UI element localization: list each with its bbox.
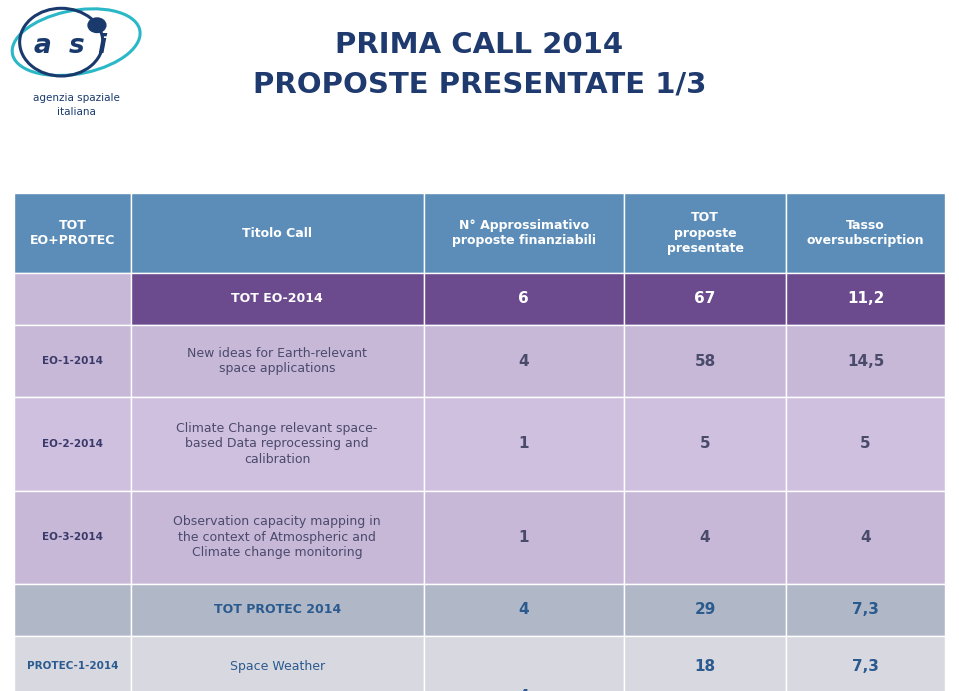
Text: TOT PROTEC 2014: TOT PROTEC 2014 (214, 603, 340, 616)
Bar (130, 584, 424, 636)
Text: Titolo Call: Titolo Call (243, 227, 313, 240)
Bar (130, 636, 424, 691)
Text: 7,3: 7,3 (853, 603, 879, 617)
Text: 4: 4 (519, 689, 529, 691)
Bar (623, 193, 786, 273)
Text: PROTEC-1-2014: PROTEC-1-2014 (27, 661, 118, 671)
Bar (623, 636, 786, 691)
Text: TOT
EO+PROTEC: TOT EO+PROTEC (30, 219, 115, 247)
Text: 7,3: 7,3 (853, 659, 879, 674)
Bar (14, 193, 130, 273)
Text: 1: 1 (519, 530, 529, 545)
Bar (424, 273, 623, 325)
Circle shape (88, 18, 105, 32)
Bar (623, 325, 786, 397)
Text: 29: 29 (694, 603, 715, 617)
Bar (130, 325, 424, 397)
Bar (786, 584, 945, 636)
Bar (786, 193, 945, 273)
Text: 67: 67 (694, 292, 715, 306)
Text: i: i (97, 32, 105, 59)
Bar (130, 491, 424, 584)
Bar (424, 491, 623, 584)
Bar (14, 397, 130, 491)
Bar (424, 636, 623, 691)
Bar (623, 397, 786, 491)
Text: EO-1-2014: EO-1-2014 (42, 356, 103, 366)
Bar (14, 325, 130, 397)
Text: Tasso
oversubscription: Tasso oversubscription (807, 219, 924, 247)
Bar (424, 325, 623, 397)
Text: PRIMA CALL 2014: PRIMA CALL 2014 (336, 31, 623, 59)
Text: 58: 58 (694, 354, 715, 368)
Text: 4: 4 (700, 530, 711, 545)
Text: 4: 4 (860, 530, 871, 545)
Text: TOT
proposte
presentate: TOT proposte presentate (667, 211, 743, 255)
Bar (14, 273, 130, 325)
Bar (130, 273, 424, 325)
Text: 4: 4 (519, 354, 529, 368)
Text: 11,2: 11,2 (847, 292, 884, 306)
Text: N° Approssimativo
proposte finanziabili: N° Approssimativo proposte finanziabili (452, 219, 596, 247)
Text: s: s (68, 32, 84, 59)
Text: 4: 4 (519, 603, 529, 617)
Text: EO-2-2014: EO-2-2014 (42, 439, 103, 449)
Text: 5: 5 (700, 437, 711, 451)
Bar (786, 325, 945, 397)
Text: 14,5: 14,5 (847, 354, 884, 368)
Text: 5: 5 (860, 437, 871, 451)
Bar (14, 584, 130, 636)
Text: PROPOSTE PRESENTATE 1/3: PROPOSTE PRESENTATE 1/3 (253, 70, 706, 98)
Bar (130, 193, 424, 273)
Text: 6: 6 (518, 292, 529, 306)
Text: a: a (33, 32, 51, 59)
Bar (424, 193, 623, 273)
Bar (786, 397, 945, 491)
Bar (424, 584, 623, 636)
Text: Climate Change relevant space-
based Data reprocessing and
calibration: Climate Change relevant space- based Dat… (176, 422, 378, 466)
Bar (623, 584, 786, 636)
Text: Observation capacity mapping in
the context of Atmospheric and
Climate change mo: Observation capacity mapping in the cont… (174, 515, 381, 559)
Text: 18: 18 (694, 659, 715, 674)
Bar (424, 397, 623, 491)
Text: New ideas for Earth-relevant
space applications: New ideas for Earth-relevant space appli… (187, 347, 367, 375)
Bar (786, 636, 945, 691)
Text: EO-3-2014: EO-3-2014 (42, 532, 103, 542)
Text: Space Weather: Space Weather (229, 660, 325, 672)
Bar (623, 491, 786, 584)
Bar (130, 397, 424, 491)
Bar (14, 491, 130, 584)
Bar (786, 273, 945, 325)
Text: 1: 1 (519, 437, 529, 451)
Text: TOT EO-2014: TOT EO-2014 (231, 292, 323, 305)
Bar (623, 273, 786, 325)
Text: agenzia spaziale
italiana: agenzia spaziale italiana (33, 93, 120, 117)
Bar (786, 491, 945, 584)
Bar (14, 636, 130, 691)
